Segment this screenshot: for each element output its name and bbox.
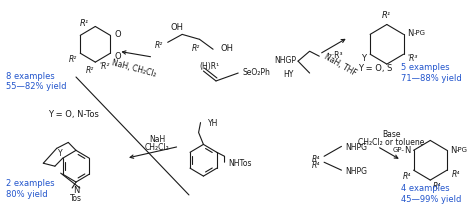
Text: NaH, CH₂Cl₂: NaH, CH₂Cl₂ — [110, 57, 157, 78]
Text: N: N — [73, 186, 79, 194]
Text: N: N — [408, 29, 414, 38]
Text: 4 examples
45—99% yield: 4 examples 45—99% yield — [401, 183, 462, 203]
Text: (H)R¹: (H)R¹ — [200, 61, 219, 70]
Text: R⁴: R⁴ — [312, 154, 320, 163]
Text: NHGP: NHGP — [274, 55, 296, 64]
Text: OH: OH — [221, 43, 234, 53]
Text: Y: Y — [58, 148, 63, 157]
Text: R⁴: R⁴ — [312, 160, 320, 169]
Text: R⁴: R⁴ — [433, 181, 441, 190]
Text: 2 examples
80% yield: 2 examples 80% yield — [6, 178, 54, 198]
Text: NaH: NaH — [149, 134, 165, 143]
Text: YH: YH — [208, 118, 219, 128]
Text: Y: Y — [361, 53, 366, 62]
Text: NHTos: NHTos — [228, 158, 252, 167]
Text: R²: R² — [155, 41, 163, 50]
Text: -PG: -PG — [456, 147, 468, 153]
Text: HY: HY — [283, 69, 293, 78]
Text: 5 examples
71—88% yield: 5 examples 71—88% yield — [401, 63, 462, 82]
Text: O: O — [114, 52, 121, 60]
Text: R²: R² — [85, 65, 94, 74]
Text: R¹: R¹ — [80, 19, 90, 28]
Text: CH₂Cl₂: CH₂Cl₂ — [145, 142, 170, 151]
Text: NHPG: NHPG — [346, 142, 367, 151]
Text: CH₂Cl₂ or toluene: CH₂Cl₂ or toluene — [358, 137, 425, 146]
Text: N: N — [404, 145, 410, 154]
Text: R¹: R¹ — [382, 11, 392, 19]
Text: Y = O, S: Y = O, S — [358, 63, 392, 72]
Text: 'R²: 'R² — [99, 61, 109, 70]
Text: Base: Base — [383, 129, 401, 138]
Text: OH: OH — [171, 23, 184, 32]
Text: R⁴: R⁴ — [452, 169, 460, 178]
Text: Tos: Tos — [70, 193, 82, 202]
Text: 'R³: 'R³ — [408, 53, 418, 62]
Text: GP-: GP- — [393, 147, 405, 153]
Text: N: N — [450, 145, 456, 154]
Text: 8 examples
55—82% yield: 8 examples 55—82% yield — [6, 72, 66, 91]
Text: -PG: -PG — [413, 30, 425, 36]
Text: SeO₂Ph: SeO₂Ph — [242, 67, 270, 76]
Text: NHPG: NHPG — [346, 166, 367, 175]
Text: R⁴: R⁴ — [402, 171, 410, 180]
Text: NaH, THF: NaH, THF — [323, 52, 358, 78]
Text: ···R³: ···R³ — [327, 50, 343, 59]
Text: R²: R² — [69, 54, 77, 63]
Text: Y = O, N-Tos: Y = O, N-Tos — [48, 110, 99, 119]
Text: R²: R² — [191, 43, 200, 53]
Text: O: O — [114, 30, 121, 39]
